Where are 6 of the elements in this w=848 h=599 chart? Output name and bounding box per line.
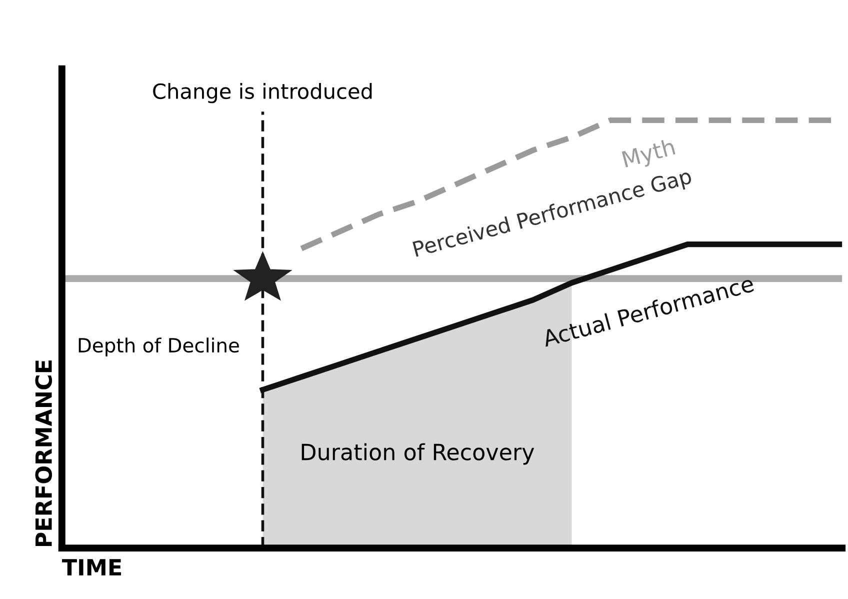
text: Myth [622, 138, 677, 172]
text: Change is introduced [153, 82, 372, 104]
annotation: Depth of Decline [78, 338, 239, 356]
series-label: Duration of Recovery [302, 443, 534, 465]
y-axis-title: PERFORMANCE [35, 360, 52, 546]
x-axis-title: TIME [62, 559, 121, 576]
